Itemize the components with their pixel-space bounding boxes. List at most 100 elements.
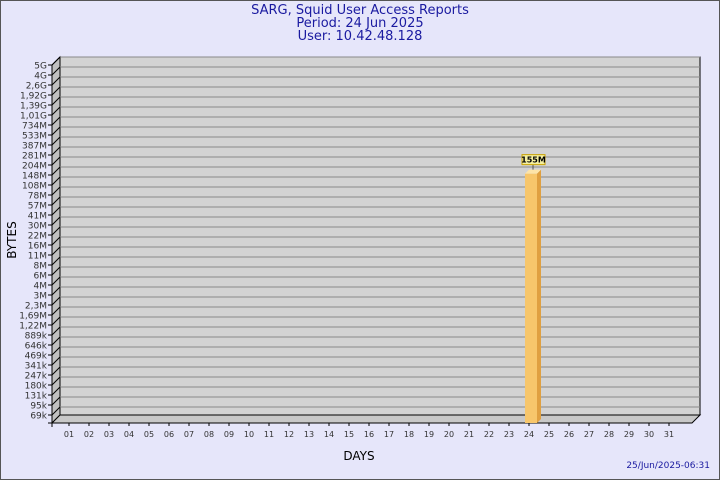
y-tick-label: 148M	[22, 172, 47, 182]
y-tick-label: 1,01G	[20, 112, 47, 122]
y-tick-label: 889k	[25, 332, 48, 342]
gridline-side	[51, 356, 61, 366]
y-tick-label: 16M	[28, 242, 47, 252]
gridline-side	[51, 106, 61, 116]
gridline-side	[51, 176, 61, 186]
x-axis-label: DAYS	[343, 449, 374, 463]
data-label: 155M	[521, 156, 546, 165]
x-tick-label: 27	[584, 430, 594, 439]
gridline-side	[51, 326, 61, 336]
y-tick-label: 469k	[25, 352, 48, 362]
x-tick-label: 17	[384, 430, 394, 439]
x-tick-label: 06	[164, 430, 174, 439]
x-tick-label: 25	[544, 430, 554, 439]
x-tick-label: 29	[624, 430, 634, 439]
gridline-side	[51, 66, 61, 76]
data-label-box	[521, 154, 546, 166]
gridline-side	[51, 346, 61, 356]
y-tick-label: 108M	[22, 182, 47, 192]
gridline-side	[51, 76, 61, 86]
y-tick-label: 2,3M	[25, 302, 47, 312]
x-tick-label: 07	[184, 430, 194, 439]
bar-side-day-24	[537, 169, 541, 423]
gridline-side	[51, 256, 61, 266]
y-tick-label: 1,22M	[19, 322, 47, 332]
gridline-side	[51, 286, 61, 296]
gridline-side	[51, 246, 61, 256]
x-tick-label: 30	[644, 430, 654, 439]
gridline-side	[51, 306, 61, 316]
gridline-side	[51, 226, 61, 236]
gridline-side	[51, 206, 61, 216]
gridline-side	[51, 116, 61, 126]
gridline-side	[51, 96, 61, 106]
y-axis-label: BYTES	[5, 221, 19, 258]
chart-subtitle-period: Period: 24 Jun 2025	[296, 16, 424, 31]
x-tick-label: 18	[404, 430, 414, 439]
bar-day-24	[525, 173, 537, 423]
y-tick-label: 11M	[28, 252, 47, 262]
gridline-side	[51, 196, 61, 206]
y-tick-label: 1,69M	[19, 312, 47, 322]
y-tick-label: 22M	[28, 232, 47, 242]
x-tick-label: 24	[524, 430, 534, 439]
x-tick-label: 08	[204, 430, 214, 439]
x-tick-label: 11	[264, 430, 274, 439]
gridline-side	[51, 136, 61, 146]
y-tick-label: 41M	[28, 212, 47, 222]
x-tick-label: 05	[144, 430, 154, 439]
y-tick-label: 5G	[34, 62, 47, 72]
y-tick-label: 78M	[28, 192, 47, 202]
x-tick-label: 23	[504, 430, 514, 439]
gridline-side	[51, 276, 61, 286]
plot-back-wall	[59, 56, 701, 416]
gridline-side	[51, 216, 61, 226]
x-tick-label: 21	[464, 430, 474, 439]
y-tick-label: 387M	[22, 142, 47, 152]
y-tick-label: 6M	[34, 272, 48, 282]
bar-top-day-24	[525, 169, 541, 174]
x-tick-label: 10	[244, 430, 254, 439]
y-tick-label: 281M	[22, 152, 47, 162]
gridline-side	[51, 166, 61, 176]
y-tick-label: 1,92G	[20, 92, 47, 102]
y-tick-label: 2,6G	[26, 82, 47, 92]
x-tick-label: 13	[304, 430, 314, 439]
x-tick-label: 20	[444, 430, 454, 439]
x-tick-label: 01	[64, 430, 74, 439]
y-tick-label: 131k	[25, 392, 48, 402]
y-tick-label: 57M	[28, 202, 47, 212]
gridline-side	[51, 406, 61, 416]
y-tick-label: 533M	[22, 132, 47, 142]
y-tick-label: 30M	[28, 222, 47, 232]
x-tick-label: 26	[564, 430, 574, 439]
gridline-side	[51, 386, 61, 396]
y-tick-label: 8M	[34, 262, 48, 272]
y-tick-label: 4M	[34, 282, 48, 292]
gridline-side	[51, 186, 61, 196]
y-tick-label: 204M	[22, 162, 47, 172]
y-tick-label: 247k	[25, 372, 48, 382]
gridline-side	[51, 366, 61, 376]
x-tick-label: 03	[104, 430, 114, 439]
gridline-side	[51, 56, 61, 66]
x-tick-label: 22	[484, 430, 494, 439]
y-tick-label: 4G	[34, 72, 47, 82]
gridline-side	[51, 376, 61, 386]
timestamp: 25/Jun/2025-06:31	[626, 461, 710, 471]
gridline-side	[51, 296, 61, 306]
chart-title: SARG, Squid User Access Reports	[251, 3, 469, 18]
y-tick-label: 646k	[25, 342, 48, 352]
gridline-side	[51, 266, 61, 276]
y-tick-label: 180k	[25, 382, 48, 392]
gridline-side	[51, 86, 61, 96]
chart-subtitle-user: User: 10.42.48.128	[297, 29, 423, 44]
gridline-side	[51, 236, 61, 246]
gridline-side	[51, 156, 61, 166]
x-tick-label: 15	[344, 430, 354, 439]
x-tick-label: 04	[124, 430, 134, 439]
gridline-side	[51, 146, 61, 156]
x-tick-label: 16	[364, 430, 374, 439]
y-tick-label: 341k	[25, 362, 48, 372]
gridline-side	[51, 316, 61, 326]
